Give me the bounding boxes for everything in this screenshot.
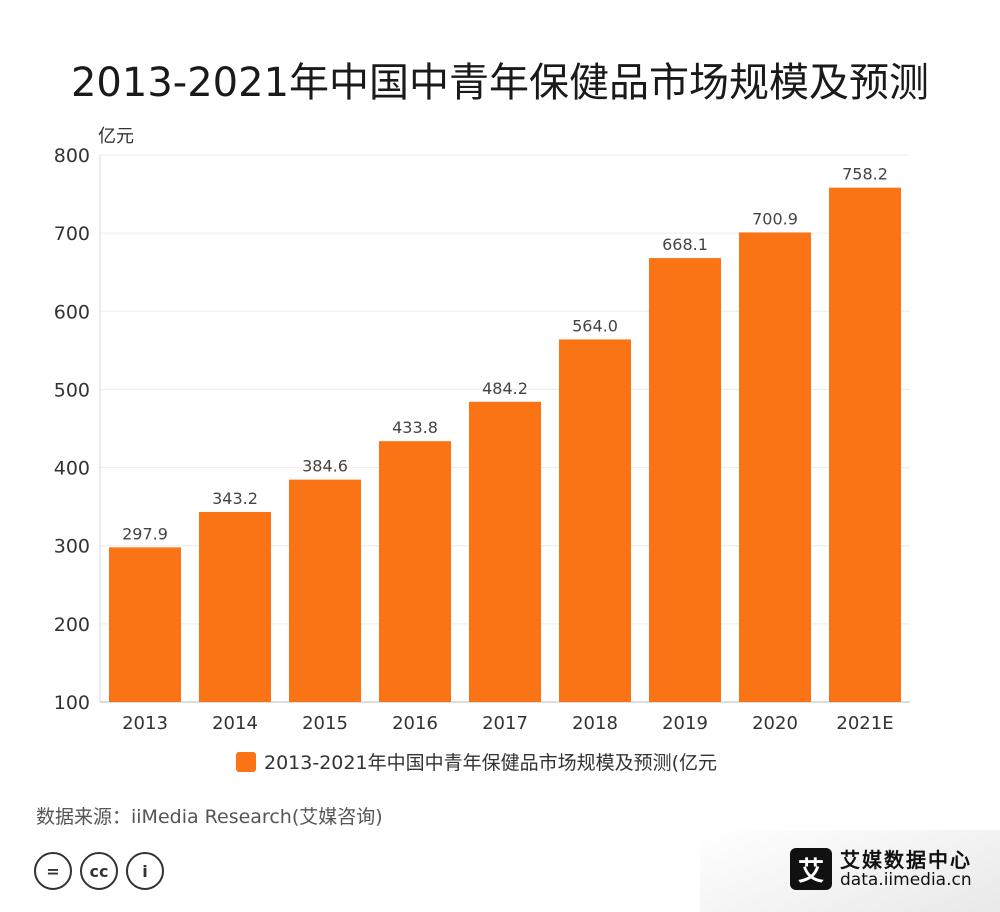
data-label: 668.1 <box>662 235 708 254</box>
bar <box>109 547 181 702</box>
x-tick-label: 2015 <box>302 713 348 734</box>
brand-name: 艾媒数据中心 <box>840 847 972 872</box>
equal-icon: = <box>34 852 72 890</box>
bar <box>469 401 541 702</box>
data-label: 700.9 <box>752 209 798 228</box>
data-label: 343.2 <box>212 489 258 508</box>
y-axis-unit: 亿元 <box>98 126 134 147</box>
legend: 2013-2021年中国中青年保健品市场规模及预测(亿元 <box>236 748 717 775</box>
x-tick-label: 2017 <box>482 713 528 734</box>
y-tick-label: 800 <box>54 145 90 167</box>
x-tick-label: 2014 <box>212 713 258 734</box>
cc-icon: cc <box>80 852 118 890</box>
x-tick-label: 2021E <box>836 713 893 734</box>
brand-background <box>700 830 1000 912</box>
data-label: 564.0 <box>572 316 618 335</box>
data-label: 758.2 <box>842 165 888 184</box>
data-label: 384.6 <box>302 457 348 476</box>
data-label: 433.8 <box>392 418 438 437</box>
person-icon: i <box>126 852 164 890</box>
chart-title: 2013-2021年中国中青年保健品市场规模及预测 <box>70 60 930 106</box>
bar <box>829 187 901 703</box>
y-tick-label: 700 <box>54 223 90 245</box>
bar <box>559 339 631 702</box>
brand-url: data.iimedia.cn <box>840 869 972 890</box>
x-tick-label: 2018 <box>572 713 618 734</box>
legend-swatch <box>236 751 256 772</box>
x-tick-label: 2019 <box>662 713 708 734</box>
x-tick-label: 2016 <box>392 713 438 734</box>
x-tick-label: 2013 <box>122 713 168 734</box>
data-label: 297.9 <box>122 524 168 543</box>
legend-label: 2013-2021年中国中青年保健品市场规模及预测(亿元 <box>264 752 717 774</box>
source-note: 数据来源：iiMedia Research(艾媒咨询) <box>36 806 383 828</box>
bar <box>289 479 361 702</box>
bar <box>379 441 451 702</box>
brand-logo: 艾 <box>790 848 832 890</box>
bar <box>739 232 811 702</box>
y-tick-label: 400 <box>54 458 90 480</box>
license-icons: = cc i <box>34 852 164 890</box>
brand-mark: 艾 艾媒数据中心 data.iimedia.cn <box>790 848 972 890</box>
bar <box>649 258 721 702</box>
y-tick-label: 600 <box>54 301 90 323</box>
y-tick-label: 500 <box>54 379 90 401</box>
y-tick-label: 200 <box>54 614 90 636</box>
x-tick-label: 2020 <box>752 713 798 734</box>
y-tick-label: 300 <box>54 536 90 558</box>
bar <box>199 511 271 702</box>
y-tick-label: 100 <box>54 692 90 714</box>
data-label: 484.2 <box>482 379 528 398</box>
